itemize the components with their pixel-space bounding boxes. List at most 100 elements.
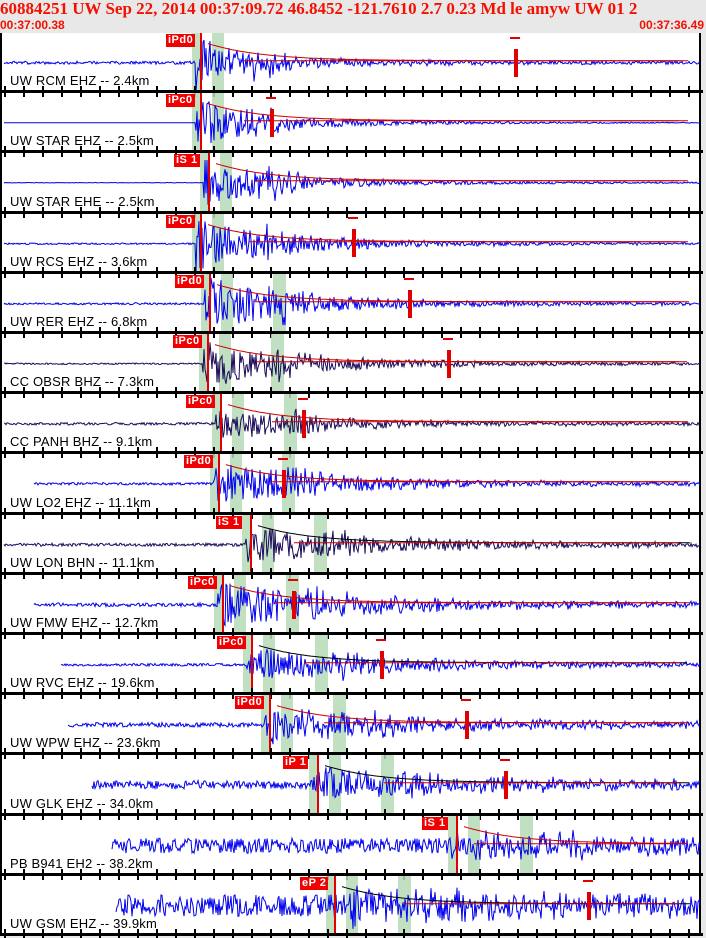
seismogram-trace-row[interactable] <box>2 273 703 331</box>
seismogram-trace-row[interactable] <box>2 574 703 632</box>
axis-tick <box>403 327 405 338</box>
phase-pick-line[interactable] <box>251 635 253 693</box>
phase-pick-label[interactable]: iS 1 <box>422 816 448 830</box>
axis-tick <box>479 567 481 579</box>
amplitude-marker[interactable] <box>282 470 286 499</box>
axis-tick <box>441 808 443 820</box>
amplitude-marker[interactable] <box>270 108 274 137</box>
axis-tick <box>308 748 310 760</box>
seismogram-trace-row[interactable] <box>2 815 703 873</box>
phase-pick-label[interactable]: iPd0 <box>166 34 196 47</box>
axis-tick <box>669 929 671 938</box>
phase-pick-label[interactable]: eP 2 <box>300 876 329 890</box>
axis-tick <box>593 567 595 579</box>
amplitude-marker[interactable] <box>504 771 508 800</box>
amplitude-marker[interactable] <box>447 349 451 378</box>
phase-pick-line[interactable] <box>269 695 271 753</box>
axis-tick <box>688 266 690 278</box>
amplitude-marker[interactable] <box>380 650 384 679</box>
axis-tick <box>574 688 576 700</box>
seismogram-trace-row[interactable] <box>2 153 703 211</box>
seismogram-trace-row[interactable] <box>2 755 703 813</box>
phase-pick-label[interactable]: iPc0 <box>217 636 246 649</box>
axis-tick <box>650 688 652 700</box>
axis-tick <box>156 146 158 158</box>
axis-tick <box>631 748 633 760</box>
axis-tick <box>384 86 386 98</box>
axis-tick <box>688 567 690 579</box>
axis-tick <box>688 387 690 399</box>
seismogram-trace-row[interactable] <box>2 394 703 452</box>
axis-tick <box>384 206 386 218</box>
axis-tick <box>289 868 291 880</box>
axis-tick <box>593 206 595 218</box>
axis-tick <box>42 206 44 218</box>
axis-tick <box>498 266 500 278</box>
phase-pick-line[interactable] <box>317 755 319 813</box>
axis-tick <box>479 688 481 700</box>
axis-tick <box>4 327 6 338</box>
axis-tick <box>517 628 519 639</box>
amplitude-marker[interactable] <box>292 590 296 619</box>
seismogram-trace-row[interactable] <box>2 454 703 512</box>
seismogram-trace-row[interactable] <box>2 514 703 572</box>
phase-pick-label[interactable]: iPc0 <box>166 94 195 108</box>
amplitude-marker[interactable] <box>514 48 518 77</box>
phase-pick-label[interactable]: iPd0 <box>235 696 265 710</box>
axis-tick <box>118 808 120 820</box>
phase-pick-line[interactable] <box>220 394 222 452</box>
phase-pick-label[interactable]: iPc0 <box>186 395 215 409</box>
axis-tick <box>631 567 633 579</box>
amplitude-marker[interactable] <box>587 891 591 920</box>
phase-pick-label[interactable]: iPc0 <box>166 214 195 228</box>
phase-pick-line[interactable] <box>208 153 210 211</box>
phase-pick-line[interactable] <box>207 334 209 392</box>
phase-window-band <box>448 815 458 873</box>
channel-label: UW STAR EHE -- 2.5km <box>10 193 155 209</box>
axis-tick <box>384 567 386 579</box>
phase-pick-line[interactable] <box>250 514 252 572</box>
seismogram-trace-row[interactable] <box>2 695 703 753</box>
seismogram-trace-row[interactable] <box>2 93 703 151</box>
amplitude-marker[interactable] <box>352 229 356 258</box>
seismogram-trace-row[interactable] <box>2 213 703 271</box>
axis-tick <box>593 507 595 519</box>
amplitude-marker[interactable] <box>465 710 469 739</box>
phase-pick-line[interactable] <box>334 875 336 933</box>
phase-pick-line[interactable] <box>209 273 211 331</box>
phase-pick-line[interactable] <box>222 574 224 632</box>
waveform-trace <box>3 524 701 562</box>
phase-pick-label[interactable]: iPd0 <box>184 455 214 469</box>
track-separator <box>2 872 703 876</box>
seismogram-trace-row[interactable] <box>2 635 703 693</box>
phase-pick-label[interactable]: iS 1 <box>174 154 200 168</box>
phase-pick-label[interactable]: iP 1 <box>283 756 309 770</box>
seismogram-trace-row[interactable] <box>2 875 703 933</box>
amplitude-marker[interactable] <box>408 289 412 318</box>
waveform-trace <box>3 39 701 91</box>
phase-pick-label[interactable]: iPd0 <box>175 274 205 288</box>
phase-pick-line[interactable] <box>456 815 458 873</box>
phase-pick-label[interactable]: iPc0 <box>173 335 202 348</box>
phase-pick-line[interactable] <box>200 33 202 91</box>
axis-tick-row <box>2 688 703 700</box>
axis-tick <box>346 146 348 158</box>
axis-tick <box>479 266 481 278</box>
axis-tick <box>289 387 291 399</box>
channel-label: UW STAR EHZ -- 2.5km <box>10 133 154 149</box>
axis-tick <box>441 929 443 938</box>
phase-pick-label[interactable]: iPc0 <box>188 575 217 589</box>
axis-tick <box>669 868 671 880</box>
waveform-plot-area[interactable]: iPd0 UW RCM EHZ -- 2.4km iPc0 UW STAR EHZ -… <box>0 33 703 938</box>
axis-tick <box>631 628 633 639</box>
axis-tick <box>593 447 595 459</box>
phase-pick-line[interactable] <box>200 93 202 151</box>
amplitude-marker[interactable] <box>302 409 306 438</box>
phase-pick-label[interactable]: iS 1 <box>216 515 242 529</box>
axis-tick <box>365 507 367 519</box>
seismogram-trace-row[interactable] <box>2 33 703 91</box>
phase-pick-line[interactable] <box>218 454 220 512</box>
seismogram-trace-row[interactable] <box>2 334 703 392</box>
axis-tick <box>118 688 120 700</box>
phase-pick-line[interactable] <box>200 213 202 271</box>
